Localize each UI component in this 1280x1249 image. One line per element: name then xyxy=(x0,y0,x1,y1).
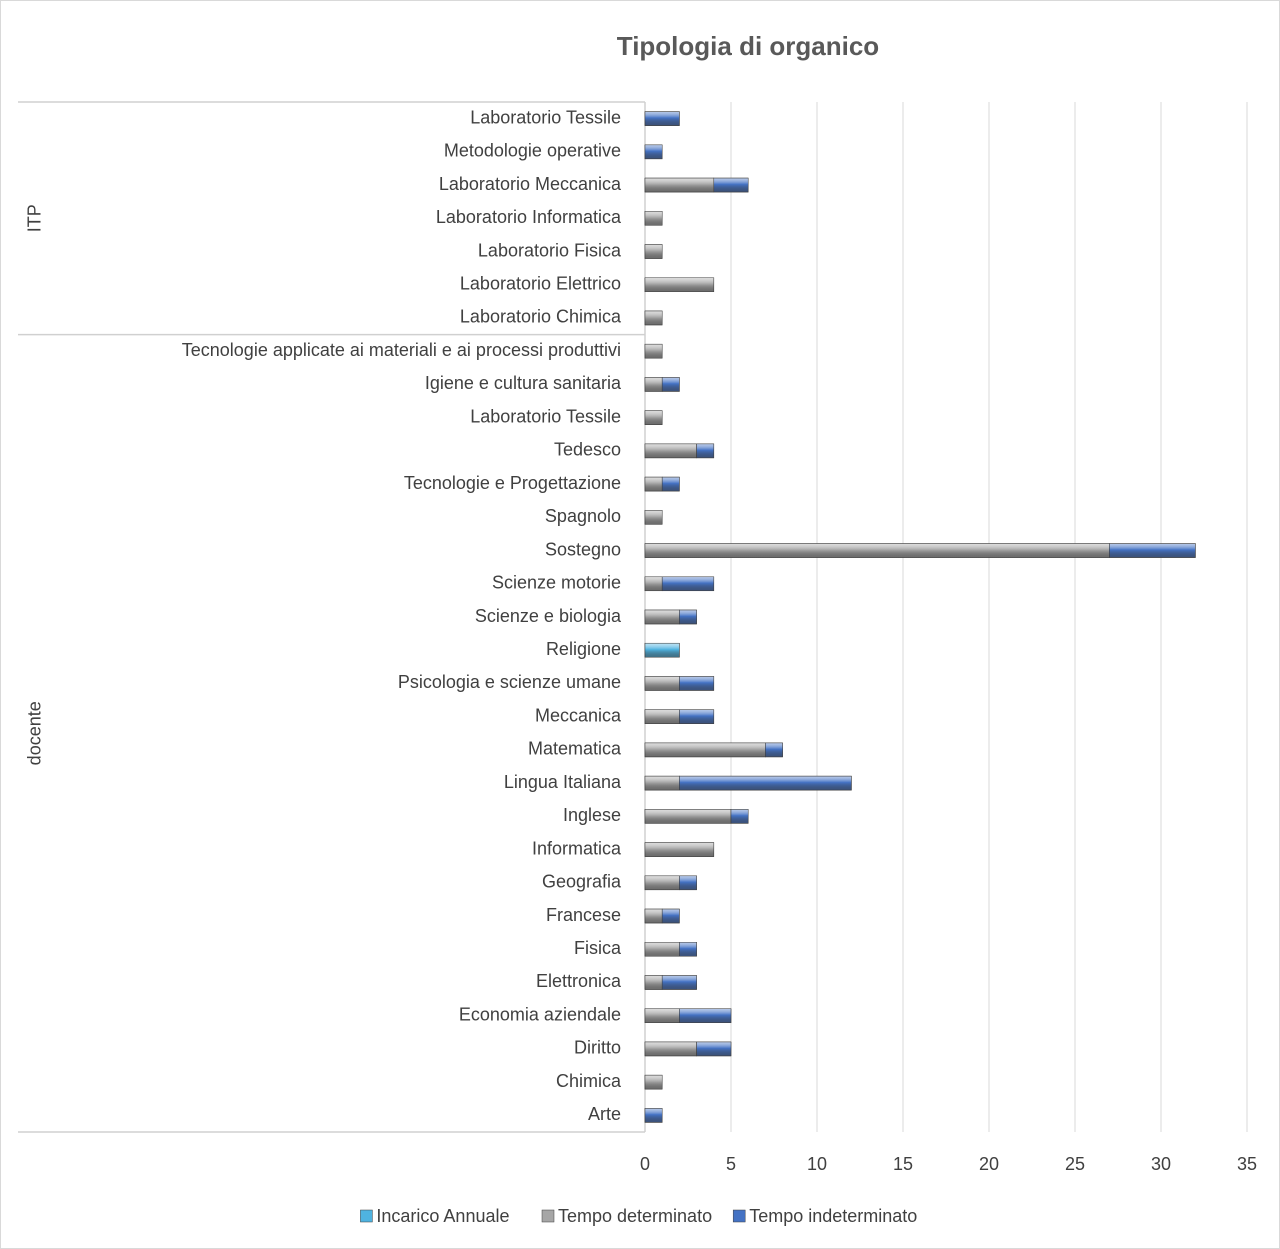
bar-segment xyxy=(644,842,715,857)
bar-segment xyxy=(1109,543,1196,558)
bar-segment xyxy=(644,642,680,658)
bar-segment xyxy=(644,1074,663,1090)
bar-segment xyxy=(661,377,680,392)
y-tick-label: Diritto xyxy=(574,1038,621,1058)
y-tick-label: Fisica xyxy=(574,938,622,958)
bar-segment xyxy=(644,709,680,724)
y-tick-label: Spagnolo xyxy=(545,506,621,526)
bar-segment xyxy=(644,875,680,891)
bar-segment xyxy=(644,443,697,459)
bar-segment xyxy=(644,343,663,359)
y-tick-label: Economia aziendale xyxy=(459,1004,621,1024)
y-tick-label: Arte xyxy=(588,1104,621,1124)
bar-segment xyxy=(644,543,1110,558)
bar-segment xyxy=(644,310,663,326)
y-tick-label: Tedesco xyxy=(554,440,621,460)
bar-segment xyxy=(679,1008,732,1023)
legend-marker xyxy=(360,1209,373,1223)
y-tick-label: Geografia xyxy=(542,872,622,892)
y-tick-label: Scienze e biologia xyxy=(475,606,622,626)
y-tick-label: Meccanica xyxy=(535,705,622,725)
y-tick-label: Laboratorio Tessile xyxy=(470,406,621,426)
bar-segment xyxy=(661,476,680,492)
y-tick-label: Laboratorio Fisica xyxy=(478,240,622,260)
bar-segment xyxy=(644,1008,680,1023)
bar-segment xyxy=(644,377,663,392)
bar-segment xyxy=(644,244,663,259)
bar-segment xyxy=(644,676,680,691)
y-tick-label: Inglese xyxy=(563,805,621,825)
bar-segment xyxy=(644,277,715,292)
x-tick-label: 0 xyxy=(640,1154,650,1174)
bar-segment xyxy=(679,775,852,791)
x-tick-label: 30 xyxy=(1151,1154,1171,1174)
bar-segment xyxy=(644,775,680,791)
y-tick-label: Scienze motorie xyxy=(492,573,621,593)
y-tick-label: Francese xyxy=(546,905,621,925)
y-tick-label: Matematica xyxy=(528,739,622,759)
bar-segment xyxy=(696,1041,732,1057)
y-tick-label: Laboratorio Chimica xyxy=(460,307,622,327)
bar-segment xyxy=(644,1108,663,1123)
group-label: docente xyxy=(25,701,45,765)
y-tick-label: Igiene e cultura sanitaria xyxy=(425,373,622,393)
bar-segment xyxy=(679,609,697,625)
y-tick-label: Sostegno xyxy=(545,539,621,559)
bar-segment xyxy=(661,576,715,592)
bar-segment xyxy=(679,875,697,891)
x-tick-label: 10 xyxy=(807,1154,827,1174)
y-tick-label: Psicologia e scienze umane xyxy=(398,672,621,692)
y-tick-label: Laboratorio Meccanica xyxy=(439,174,622,194)
bar-segment xyxy=(644,410,663,425)
y-tick-label: Laboratorio Informatica xyxy=(436,207,622,227)
bar-segment xyxy=(644,144,663,160)
bar-segment xyxy=(644,809,732,824)
bar-segment xyxy=(644,609,680,625)
legend-label: Tempo indeterminato xyxy=(749,1206,917,1226)
legend-label: Incarico Annuale xyxy=(376,1206,509,1226)
bar-segment xyxy=(713,177,749,193)
bar-segment xyxy=(644,111,680,126)
bar-segment xyxy=(679,942,697,957)
x-tick-label: 25 xyxy=(1065,1154,1085,1174)
legend-label: Tempo determinato xyxy=(558,1206,712,1226)
y-tick-label: Chimica xyxy=(556,1071,622,1091)
bar-segment xyxy=(661,908,680,924)
y-tick-label: Lingua Italiana xyxy=(504,772,622,792)
y-tick-label: Tecnologie e Progettazione xyxy=(404,473,621,493)
bar-segment xyxy=(644,975,663,990)
x-tick-label: 15 xyxy=(893,1154,913,1174)
y-tick-label: Religione xyxy=(546,639,621,659)
bar-segment xyxy=(644,476,663,492)
x-tick-label: 20 xyxy=(979,1154,999,1174)
y-tick-label: Laboratorio Tessile xyxy=(470,107,621,127)
bar-segment xyxy=(644,177,715,193)
x-tick-label: 5 xyxy=(726,1154,736,1174)
x-tick-label: 35 xyxy=(1237,1154,1257,1174)
bar-segment xyxy=(644,742,766,758)
bar-segment xyxy=(644,942,680,957)
chart-title: Tipologia di organico xyxy=(617,31,879,61)
y-tick-label: Informatica xyxy=(532,838,622,858)
legend-marker xyxy=(732,1209,746,1223)
bar-segment xyxy=(765,742,783,758)
bar-segment xyxy=(696,443,715,459)
y-tick-label: Tecnologie applicate ai materiali e ai p… xyxy=(182,340,621,360)
bar-segment xyxy=(644,1041,697,1057)
legend-marker xyxy=(541,1209,555,1223)
bar-segment xyxy=(679,676,715,691)
bar-segment xyxy=(644,576,663,592)
bar-segment xyxy=(644,908,663,924)
bar-segment xyxy=(730,809,749,824)
y-tick-label: Laboratorio Elettrico xyxy=(460,273,621,293)
y-tick-label: Metodologie operative xyxy=(444,141,621,161)
bar-segment xyxy=(644,510,663,525)
bar-segment xyxy=(644,211,663,226)
bar-segment xyxy=(661,975,697,990)
group-label: ITP xyxy=(25,204,45,232)
bar-segment xyxy=(679,709,715,724)
y-tick-label: Elettronica xyxy=(536,971,622,991)
